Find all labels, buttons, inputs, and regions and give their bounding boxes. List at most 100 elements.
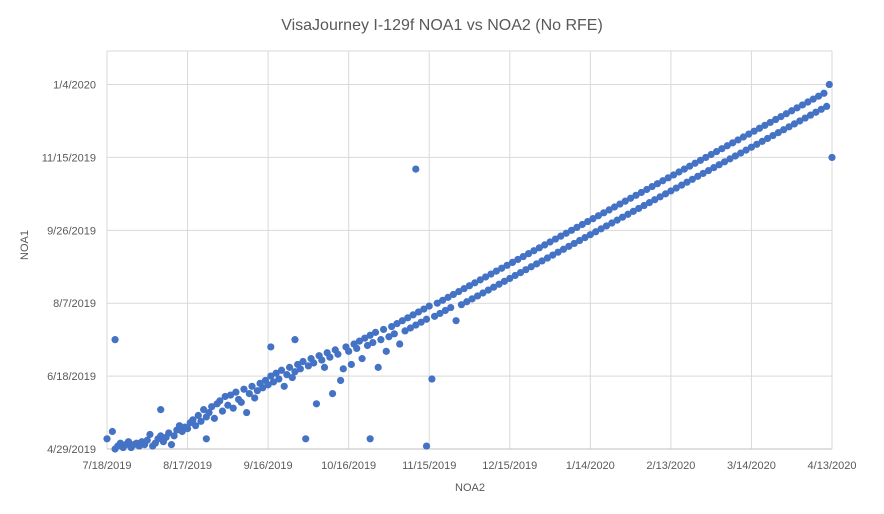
data-point	[259, 384, 267, 392]
data-point	[272, 369, 280, 377]
data-point	[345, 347, 353, 355]
data-point	[575, 236, 584, 245]
data-point	[369, 338, 377, 347]
data-point	[734, 136, 742, 144]
data-point	[798, 101, 807, 109]
data-point	[739, 133, 747, 141]
data-point	[653, 180, 662, 188]
data-point	[347, 360, 355, 369]
data-point	[546, 238, 554, 246]
data-point	[468, 295, 476, 303]
data-point	[291, 336, 299, 344]
data-point	[527, 263, 535, 271]
data-point	[823, 102, 831, 110]
data-point	[157, 406, 165, 414]
y-tick-label: 6/18/2019	[47, 371, 96, 383]
data-point	[229, 404, 237, 412]
data-point	[605, 206, 613, 214]
data-point	[111, 336, 119, 344]
data-point	[686, 162, 694, 170]
data-point	[291, 368, 299, 376]
data-point	[608, 219, 616, 227]
data-point	[471, 279, 479, 287]
data-point	[339, 365, 347, 373]
x-tick-label: 9/16/2019	[244, 460, 293, 472]
data-point	[809, 95, 817, 103]
data-point	[366, 435, 374, 443]
data-point	[514, 255, 522, 264]
data-point	[430, 312, 439, 320]
data-point	[202, 435, 210, 443]
data-point	[699, 169, 707, 178]
data-point	[240, 385, 248, 393]
x-tick-label: 12/15/2019	[482, 460, 537, 472]
data-point	[269, 378, 278, 386]
data-point	[288, 373, 296, 382]
data-point	[296, 365, 304, 373]
data-point	[704, 166, 713, 175]
data-point	[124, 438, 133, 446]
data-point	[570, 239, 578, 248]
data-point	[814, 92, 823, 100]
data-point	[602, 222, 611, 230]
data-point	[167, 441, 176, 449]
data-point	[530, 247, 538, 255]
data-point	[793, 104, 801, 112]
data-point	[506, 274, 514, 283]
data-point	[796, 117, 804, 125]
data-point	[651, 196, 659, 204]
data-point	[487, 270, 495, 278]
data-point	[465, 282, 474, 290]
data-point	[165, 429, 173, 437]
data-point	[584, 217, 592, 226]
data-point	[610, 203, 619, 211]
data-point	[519, 252, 527, 261]
data-point	[761, 121, 769, 129]
data-point	[304, 362, 312, 370]
data-point	[275, 375, 283, 383]
data-point	[707, 150, 715, 159]
data-point	[326, 353, 334, 361]
data-point	[108, 427, 116, 436]
x-axis-ticks: 7/18/2019 8/17/2019 9/16/2019 10/16/2019 11/…	[83, 460, 857, 472]
y-tick-label: 1/4/2020	[53, 80, 96, 92]
data-point	[353, 344, 361, 353]
data-point	[285, 363, 294, 371]
x-tick-label: 2/13/2020	[646, 460, 695, 472]
data-point	[790, 120, 799, 128]
data-point	[371, 328, 380, 336]
data-point	[463, 298, 471, 306]
data-point	[635, 204, 643, 213]
data-point	[479, 289, 487, 297]
data-point	[557, 232, 565, 240]
data-point	[750, 127, 758, 135]
data-point	[678, 181, 686, 189]
data-point	[696, 156, 705, 164]
data-point	[559, 245, 568, 253]
data-point	[498, 264, 506, 272]
data-point	[688, 175, 696, 183]
data-point	[280, 382, 288, 390]
data-point	[589, 215, 597, 223]
data-point	[143, 436, 151, 444]
x-tick-label: 7/18/2019	[83, 460, 132, 472]
data-point	[820, 89, 828, 97]
data-point	[627, 194, 635, 202]
data-point	[409, 311, 417, 319]
data-point	[334, 350, 342, 358]
data-point	[629, 207, 637, 215]
data-point	[337, 376, 345, 385]
data-point	[567, 226, 576, 234]
data-point	[825, 80, 833, 89]
data-point	[476, 276, 484, 284]
data-point	[769, 131, 777, 140]
data-point	[277, 366, 286, 374]
data-point	[312, 400, 321, 408]
data-point	[490, 283, 498, 291]
data-point	[444, 293, 452, 301]
data-point	[621, 197, 629, 205]
y-tick-label: 9/26/2019	[47, 225, 96, 237]
data-point	[210, 414, 219, 422]
y-axis-title: NOA1	[19, 230, 31, 260]
data-point	[243, 408, 251, 417]
